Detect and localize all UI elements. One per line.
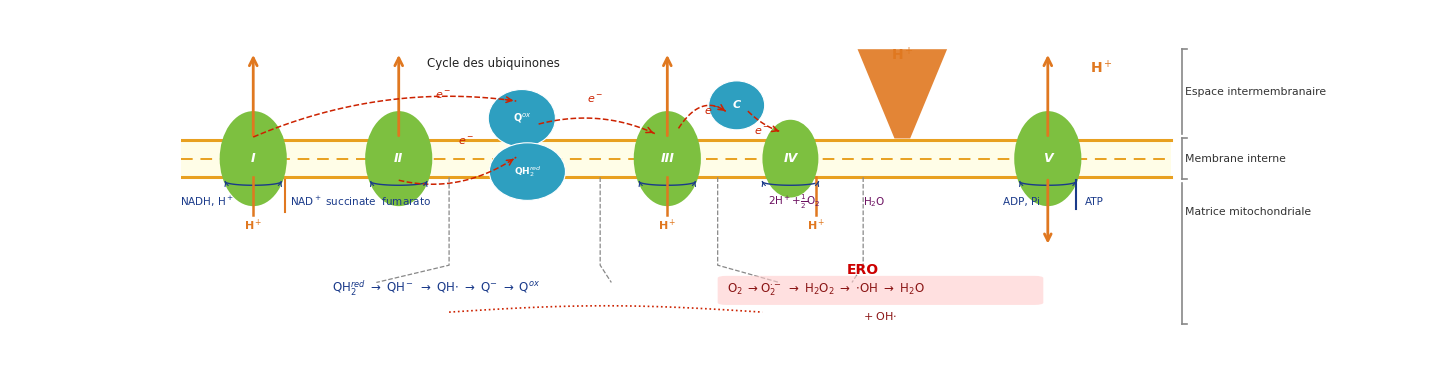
Text: C: C xyxy=(732,100,741,110)
Text: I: I xyxy=(251,152,256,165)
Ellipse shape xyxy=(365,111,432,206)
Text: Cycle des ubiquinones: Cycle des ubiquinones xyxy=(427,57,560,70)
Text: II: II xyxy=(394,152,403,165)
Text: e$^-$: e$^-$ xyxy=(705,105,721,117)
Text: Matrice mitochondriale: Matrice mitochondriale xyxy=(1186,207,1311,217)
Text: III: III xyxy=(660,152,674,165)
Text: e$^-$: e$^-$ xyxy=(586,94,602,105)
Text: Q$^{ox}$: Q$^{ox}$ xyxy=(513,111,531,125)
Text: QH$_2^{red}$ $\rightarrow$ QH$^-$ $\rightarrow$ QH$\cdot$ $\rightarrow$ Q$^{-}$ : QH$_2^{red}$ $\rightarrow$ QH$^-$ $\righ… xyxy=(332,279,540,298)
Text: V: V xyxy=(1043,152,1053,165)
Ellipse shape xyxy=(709,81,765,130)
Text: H$^+$: H$^+$ xyxy=(244,217,263,233)
Text: e$^-$: e$^-$ xyxy=(754,126,771,137)
Text: QH$_2^{red}$: QH$_2^{red}$ xyxy=(514,164,542,179)
FancyBboxPatch shape xyxy=(180,140,1171,177)
FancyBboxPatch shape xyxy=(718,276,1044,305)
Text: IV: IV xyxy=(783,152,797,165)
Ellipse shape xyxy=(488,89,556,147)
Text: ERO: ERO xyxy=(848,263,879,276)
Text: Membrane interne: Membrane interne xyxy=(1186,154,1287,164)
Text: H$^+$: H$^+$ xyxy=(807,217,826,233)
Text: O$_2$ $\rightarrow$O$_2^{\cdot-}$ $\rightarrow$ H$_2$O$_2$ $\rightarrow$ $\cdot$: O$_2$ $\rightarrow$O$_2^{\cdot-}$ $\righ… xyxy=(726,282,924,298)
Text: H$^+$: H$^+$ xyxy=(1090,59,1113,77)
Text: NAD$^+$ succinate  fumarato: NAD$^+$ succinate fumarato xyxy=(290,195,432,208)
Text: Espace intermembranaire: Espace intermembranaire xyxy=(1186,88,1327,97)
Ellipse shape xyxy=(634,111,700,206)
Ellipse shape xyxy=(762,120,819,197)
Text: e$^-$: e$^-$ xyxy=(436,90,452,101)
Text: ADP, Pi: ADP, Pi xyxy=(1004,197,1040,207)
Text: + OH$\cdot$: + OH$\cdot$ xyxy=(862,310,897,322)
Ellipse shape xyxy=(219,111,287,206)
Text: ATP: ATP xyxy=(1084,197,1103,207)
Ellipse shape xyxy=(490,143,566,200)
Text: H$^+$: H$^+$ xyxy=(658,217,677,233)
Ellipse shape xyxy=(1014,111,1082,206)
Text: e$^-$: e$^-$ xyxy=(458,136,474,147)
Text: NADH, H$^+$: NADH, H$^+$ xyxy=(180,195,234,209)
Text: H$^+$: H$^+$ xyxy=(891,46,914,64)
Text: H$_2$O: H$_2$O xyxy=(864,195,885,209)
Polygon shape xyxy=(858,49,947,138)
Text: 2H$^+$+$\frac{1}{2}$O$_2$: 2H$^+$+$\frac{1}{2}$O$_2$ xyxy=(768,193,820,211)
